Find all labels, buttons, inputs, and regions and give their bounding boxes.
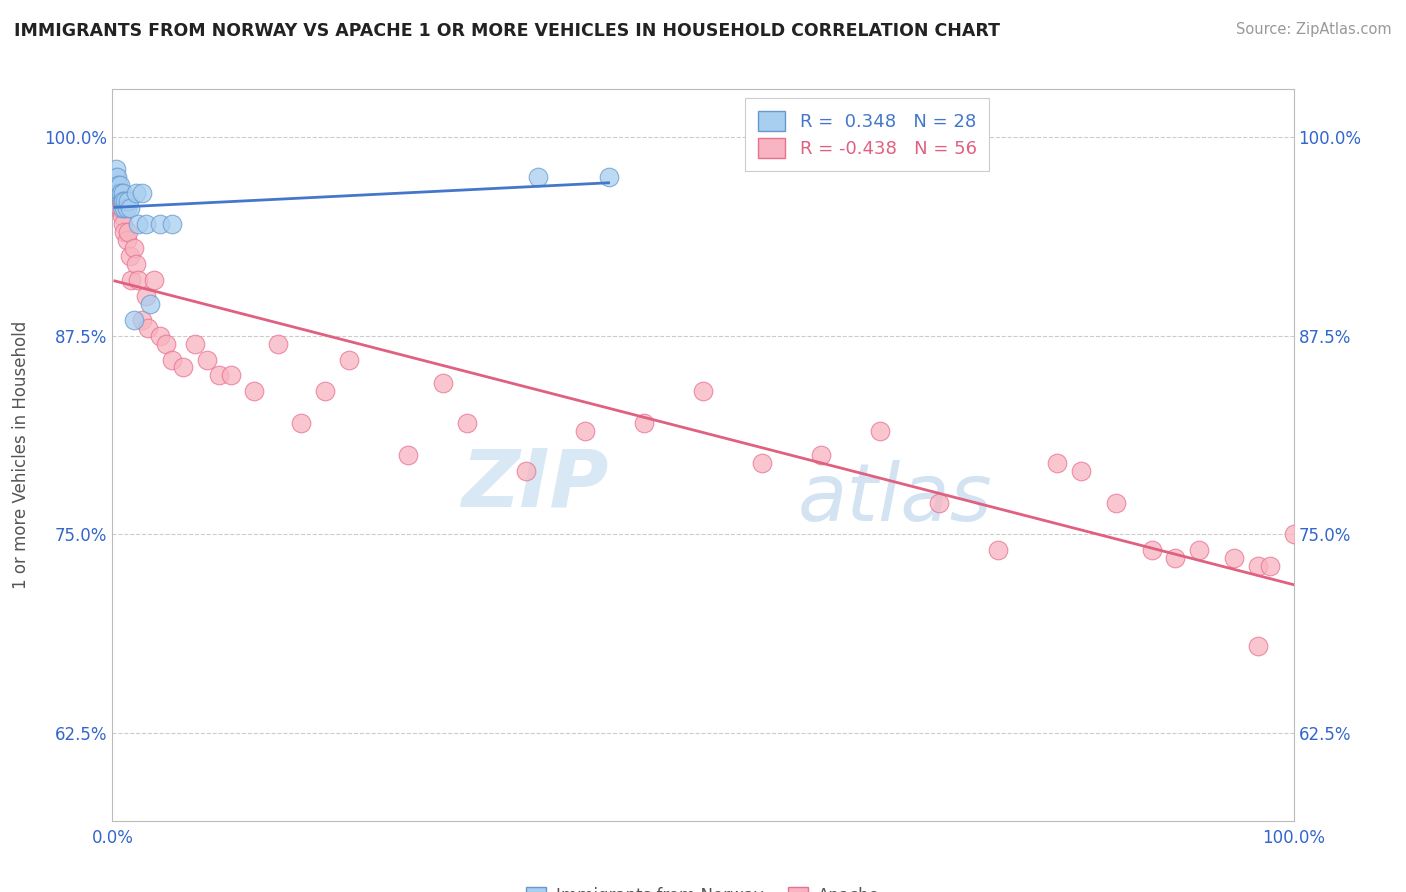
Point <box>526 169 548 184</box>
Point <box>869 424 891 438</box>
Point <box>456 416 478 430</box>
Point <box>142 273 165 287</box>
Point <box>110 186 132 200</box>
Point <box>111 202 134 216</box>
Point <box>155 336 177 351</box>
Point <box>1258 559 1281 574</box>
Point <box>135 289 157 303</box>
Point <box>107 178 129 192</box>
Point <box>125 186 148 200</box>
Point <box>751 456 773 470</box>
Point <box>122 312 145 326</box>
Point <box>105 178 128 192</box>
Legend: Immigrants from Norway, Apache: Immigrants from Norway, Apache <box>519 880 887 892</box>
Point <box>149 328 172 343</box>
Point <box>105 169 128 184</box>
Point <box>111 210 134 224</box>
Point <box>337 352 360 367</box>
Point <box>195 352 218 367</box>
Point <box>112 225 135 239</box>
Point <box>1247 639 1270 653</box>
Point <box>105 194 128 208</box>
Point <box>432 376 454 391</box>
Point <box>111 194 134 208</box>
Point <box>208 368 231 383</box>
Point <box>120 202 142 216</box>
Point <box>110 194 132 208</box>
Point <box>810 448 832 462</box>
Text: Source: ZipAtlas.com: Source: ZipAtlas.com <box>1236 22 1392 37</box>
Point <box>1105 495 1128 509</box>
Point <box>127 218 149 232</box>
Point <box>1164 551 1187 566</box>
Text: ZIP: ZIP <box>461 445 609 524</box>
Point <box>139 297 162 311</box>
Point <box>1070 464 1092 478</box>
Point <box>117 194 139 208</box>
Point <box>122 241 145 255</box>
Point <box>1140 543 1163 558</box>
Point <box>112 186 135 200</box>
Point <box>112 202 135 216</box>
Point <box>104 186 127 200</box>
Y-axis label: 1 or more Vehicles in Household: 1 or more Vehicles in Household <box>13 321 30 589</box>
Point <box>184 336 207 351</box>
Point <box>314 384 336 399</box>
Point <box>114 194 136 208</box>
Point <box>115 202 138 216</box>
Point <box>692 384 714 399</box>
Point <box>115 233 138 247</box>
Point <box>160 218 183 232</box>
Point <box>574 424 596 438</box>
Point <box>131 186 153 200</box>
Point <box>928 495 950 509</box>
Point <box>136 320 159 334</box>
Point <box>120 249 142 263</box>
Point <box>117 225 139 239</box>
Point <box>125 257 148 271</box>
Point <box>290 416 312 430</box>
Point <box>112 218 135 232</box>
Point <box>243 384 266 399</box>
Point <box>104 178 127 192</box>
Point <box>267 336 290 351</box>
Point <box>160 352 183 367</box>
Point <box>107 202 129 216</box>
Point <box>108 186 131 200</box>
Point <box>127 273 149 287</box>
Point <box>149 218 172 232</box>
Point <box>1282 527 1305 541</box>
Point <box>515 464 537 478</box>
Point <box>172 360 194 375</box>
Point <box>112 194 135 208</box>
Point <box>1188 543 1211 558</box>
Point <box>135 218 157 232</box>
Point <box>108 202 131 216</box>
Point <box>1046 456 1069 470</box>
Text: atlas: atlas <box>797 459 993 538</box>
Point <box>1247 559 1270 574</box>
Text: IMMIGRANTS FROM NORWAY VS APACHE 1 OR MORE VEHICLES IN HOUSEHOLD CORRELATION CHA: IMMIGRANTS FROM NORWAY VS APACHE 1 OR MO… <box>14 22 1000 40</box>
Point <box>105 169 128 184</box>
Point <box>987 543 1010 558</box>
Point <box>633 416 655 430</box>
Point <box>396 448 419 462</box>
Point <box>120 273 142 287</box>
Point <box>1223 551 1246 566</box>
Point <box>108 178 131 192</box>
Point <box>219 368 242 383</box>
Point <box>598 169 620 184</box>
Point <box>107 186 129 200</box>
Point <box>131 312 153 326</box>
Point <box>105 161 128 176</box>
